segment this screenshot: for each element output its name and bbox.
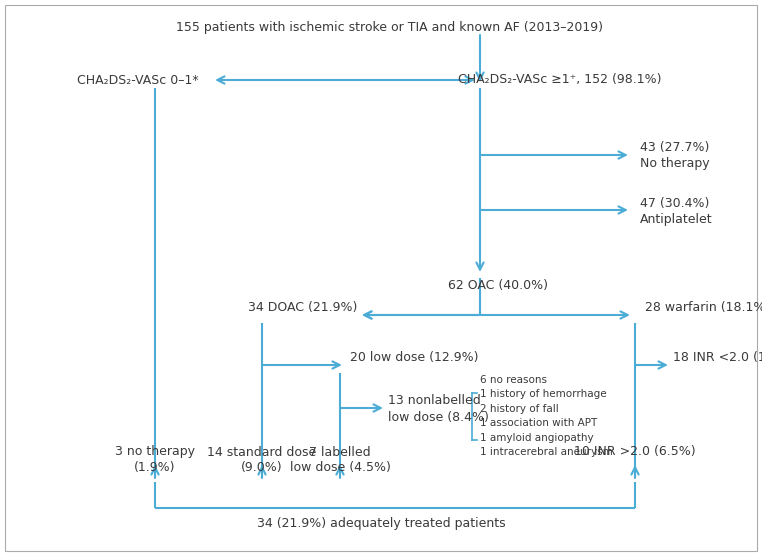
Text: (1.9%): (1.9%): [134, 461, 176, 474]
Text: 3 no therapy: 3 no therapy: [115, 445, 195, 459]
Text: 28 warfarin (18.1%): 28 warfarin (18.1%): [645, 300, 762, 314]
Text: 7 labelled: 7 labelled: [309, 445, 371, 459]
Text: No therapy: No therapy: [640, 157, 709, 171]
Text: 18 INR <2.0 (11.6%): 18 INR <2.0 (11.6%): [673, 350, 762, 364]
Text: 43 (27.7%): 43 (27.7%): [640, 141, 709, 155]
Text: (9.0%): (9.0%): [242, 461, 283, 474]
Text: 13 nonlabelled: 13 nonlabelled: [388, 395, 481, 408]
Text: Antiplatelet: Antiplatelet: [640, 212, 712, 226]
Text: 10 INR >2.0 (6.5%): 10 INR >2.0 (6.5%): [575, 445, 696, 459]
Text: 155 patients with ischemic stroke or TIA and known AF (2013–2019): 155 patients with ischemic stroke or TIA…: [177, 21, 604, 33]
Text: 34 DOAC (21.9%): 34 DOAC (21.9%): [248, 300, 357, 314]
Text: 6 no reasons
1 history of hemorrhage
2 history of fall
1 association with APT
1 : 6 no reasons 1 history of hemorrhage 2 h…: [480, 375, 613, 457]
Text: 47 (30.4%): 47 (30.4%): [640, 196, 709, 210]
Text: 20 low dose (12.9%): 20 low dose (12.9%): [350, 350, 479, 364]
Text: low dose (4.5%): low dose (4.5%): [290, 461, 390, 474]
Text: 62 OAC (40.0%): 62 OAC (40.0%): [448, 280, 548, 292]
Text: low dose (8.4%): low dose (8.4%): [388, 410, 489, 424]
Text: 34 (21.9%) adequately treated patients: 34 (21.9%) adequately treated patients: [257, 518, 505, 530]
Text: CHA₂DS₂-VASc 0–1*: CHA₂DS₂-VASc 0–1*: [77, 73, 199, 87]
Text: 14 standard dose: 14 standard dose: [207, 445, 317, 459]
Text: CHA₂DS₂-VASc ≥1⁺, 152 (98.1%): CHA₂DS₂-VASc ≥1⁺, 152 (98.1%): [458, 73, 661, 87]
